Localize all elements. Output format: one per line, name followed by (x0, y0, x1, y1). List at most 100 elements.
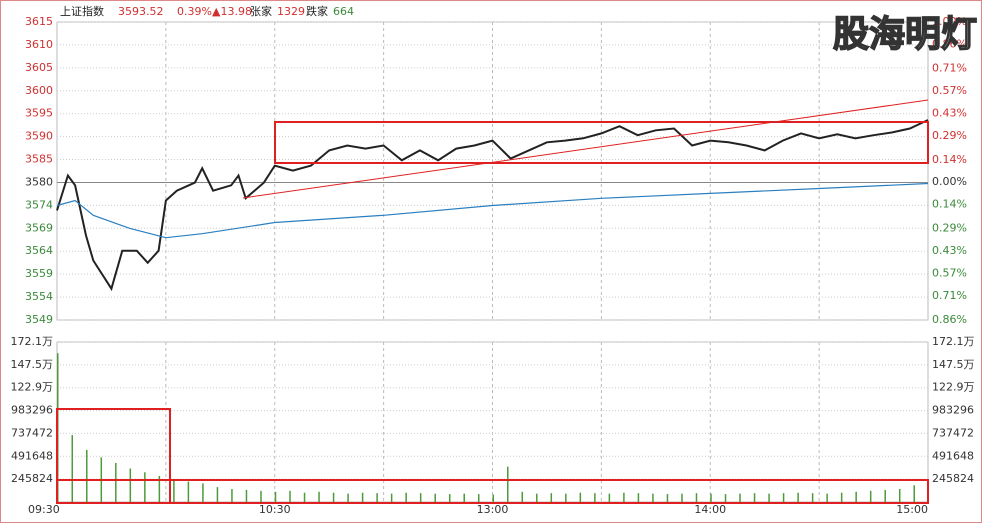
volume-bar (71, 435, 74, 502)
volume-bar (623, 492, 625, 502)
volume-bar (115, 462, 117, 502)
volume-bar (536, 493, 538, 502)
volume-bar (855, 491, 857, 502)
volume-bar (666, 494, 669, 502)
range-box (274, 121, 929, 164)
y-tick-label: 3574 (25, 198, 53, 211)
index-name: 上证指数 (60, 4, 104, 18)
y2-tick-label: 0.43% (932, 244, 967, 257)
y-tick-label: 3590 (25, 130, 53, 143)
x-tick-label: 15:00 (896, 503, 928, 516)
y-tick-label-right: 172.1万 (932, 335, 975, 348)
x-tick-label: 10:30 (259, 503, 291, 516)
y-tick-label-right: 491648 (932, 449, 974, 462)
pct: 0.39% (177, 5, 212, 18)
volume-bar (419, 493, 422, 502)
y2-tick-label: 0.71% (932, 61, 967, 74)
y-tick-label: 3595 (25, 107, 53, 120)
y-tick-label: 3605 (25, 61, 53, 74)
volume-bar (216, 487, 219, 502)
volume-bar (637, 493, 640, 502)
volume-bar (390, 493, 393, 502)
y-tick-label: 245824 (11, 472, 53, 485)
volume-bar (579, 492, 582, 502)
volume-bar (144, 472, 146, 502)
volume-bar (361, 492, 364, 502)
volume-bar (826, 493, 828, 502)
volume-bar (463, 493, 465, 502)
volume-bar (245, 489, 248, 502)
volume-bar (710, 493, 712, 502)
volume-bar (521, 491, 524, 502)
annotations (56, 99, 929, 504)
volume-bar (492, 494, 494, 502)
volume-bar (753, 493, 756, 502)
down-label: 跌家 (306, 4, 328, 18)
y-tick-label: 3569 (25, 221, 53, 234)
series-line (56, 119, 929, 292)
volume-bar (652, 493, 654, 502)
volume-bar (347, 493, 349, 502)
y-tick-label-right: 122.9万 (932, 381, 975, 394)
volume-bar (695, 493, 698, 502)
volume-bar (332, 492, 335, 502)
volume-bar (884, 489, 886, 502)
volume-bar (231, 488, 233, 502)
volume-bar (782, 493, 785, 502)
volume-bar (913, 485, 915, 502)
volume-bar (768, 493, 770, 502)
volume-bar (129, 468, 132, 502)
up-count: 1329 (277, 5, 305, 18)
y-tick-label: 172.1万 (11, 335, 54, 348)
volume-bar (507, 466, 509, 502)
volume-bar (550, 493, 553, 502)
y-tick-label: 3610 (25, 38, 53, 51)
y2-tick-label: 0.86% (932, 37, 967, 50)
y2-tick-label: 0.14% (932, 153, 967, 166)
volume-bar (898, 488, 901, 502)
y-tick-label: 3600 (25, 84, 53, 97)
volume-band (56, 479, 929, 504)
y-tick-label: 983296 (11, 404, 53, 417)
x-tick-label: 14:00 (694, 503, 726, 516)
volume-bar (260, 490, 262, 502)
y-tick-label: 122.9万 (11, 381, 54, 394)
y2-tick-label: 1.00% (932, 15, 967, 28)
volume-bar (434, 493, 436, 502)
y-tick-label: 3559 (25, 267, 53, 280)
y2-tick-label: 0.29% (932, 222, 967, 235)
y-tick-label: 3580 (25, 175, 53, 188)
y2-tick-label: 0.57% (932, 84, 967, 97)
volume-bar (173, 479, 175, 502)
volume-bar (289, 490, 291, 502)
y2-tick-label: 0.29% (932, 129, 967, 142)
volume-bar (840, 492, 843, 502)
volume-bar (681, 493, 683, 502)
price: 3593.52 (118, 5, 164, 18)
volume-bar (158, 475, 161, 502)
y2-tick-label: 0.00% (932, 175, 967, 188)
watermark: 股海明灯 (833, 14, 977, 55)
down-count: 664 (333, 5, 354, 18)
volume-bar (405, 492, 407, 502)
y-tick-label: 3554 (25, 290, 53, 303)
volume-bar (376, 493, 378, 502)
trend-line (242, 99, 929, 199)
y-tick-label-right: 737472 (932, 426, 974, 439)
volume-bar (202, 483, 204, 502)
volume-bar (797, 492, 799, 502)
x-tick-label: 13:00 (477, 503, 509, 516)
volume-bar (86, 449, 88, 502)
volume-bar (724, 494, 727, 502)
y2-tick-label: 0.86% (932, 313, 967, 326)
y2-tick-label: 0.14% (932, 198, 967, 211)
volume-bar (448, 494, 451, 502)
y-tick-label: 3585 (25, 153, 53, 166)
up-label: 张家 (250, 4, 272, 18)
y-tick-label: 737472 (11, 426, 53, 439)
y-tick-label-right: 245824 (932, 472, 974, 485)
change: ▲13.98 (212, 5, 252, 18)
volume-bar (811, 493, 814, 502)
volume-bar (594, 493, 596, 502)
